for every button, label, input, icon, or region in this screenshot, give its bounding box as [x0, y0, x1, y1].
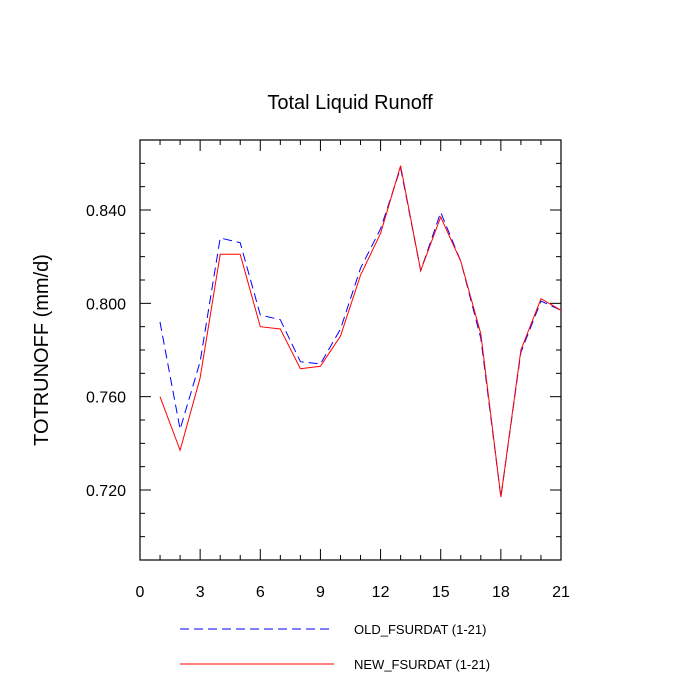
y-tick-label: 0.760	[86, 390, 126, 407]
y-tick-label: 0.720	[86, 483, 126, 500]
series-line-old-fsurdat	[159, 166, 562, 498]
x-tick-label: 18	[492, 584, 510, 601]
x-tick-label: 12	[372, 584, 390, 601]
x-tick-label: 21	[552, 584, 570, 601]
legend: OLD_FSURDAT (1-21) NEW_FSURDAT (1-21)	[180, 622, 490, 672]
chart-title: Total Liquid Runoff	[267, 92, 433, 114]
legend-label: OLD_FSURDAT (1-21)	[354, 622, 486, 637]
x-tick-label: 9	[316, 584, 325, 601]
series-line-new-fsurdat	[159, 165, 562, 498]
y-axis-label: TOTRUNOFF (mm/d)	[31, 254, 53, 446]
y-tick-label: 0.840	[86, 203, 126, 220]
x-tick-label: 3	[196, 584, 205, 601]
x-tick-label: 0	[136, 584, 145, 601]
legend-label: NEW_FSURDAT (1-21)	[354, 657, 490, 672]
y-tick-label: 0.800	[86, 296, 126, 313]
plot-area: 0 3 6 9 12 15 18 21 0.720 0.760 0.800 0.840	[86, 139, 570, 601]
x-tick-label: 15	[432, 584, 450, 601]
x-tick-label: 6	[256, 584, 265, 601]
plot-frame	[139, 139, 562, 561]
